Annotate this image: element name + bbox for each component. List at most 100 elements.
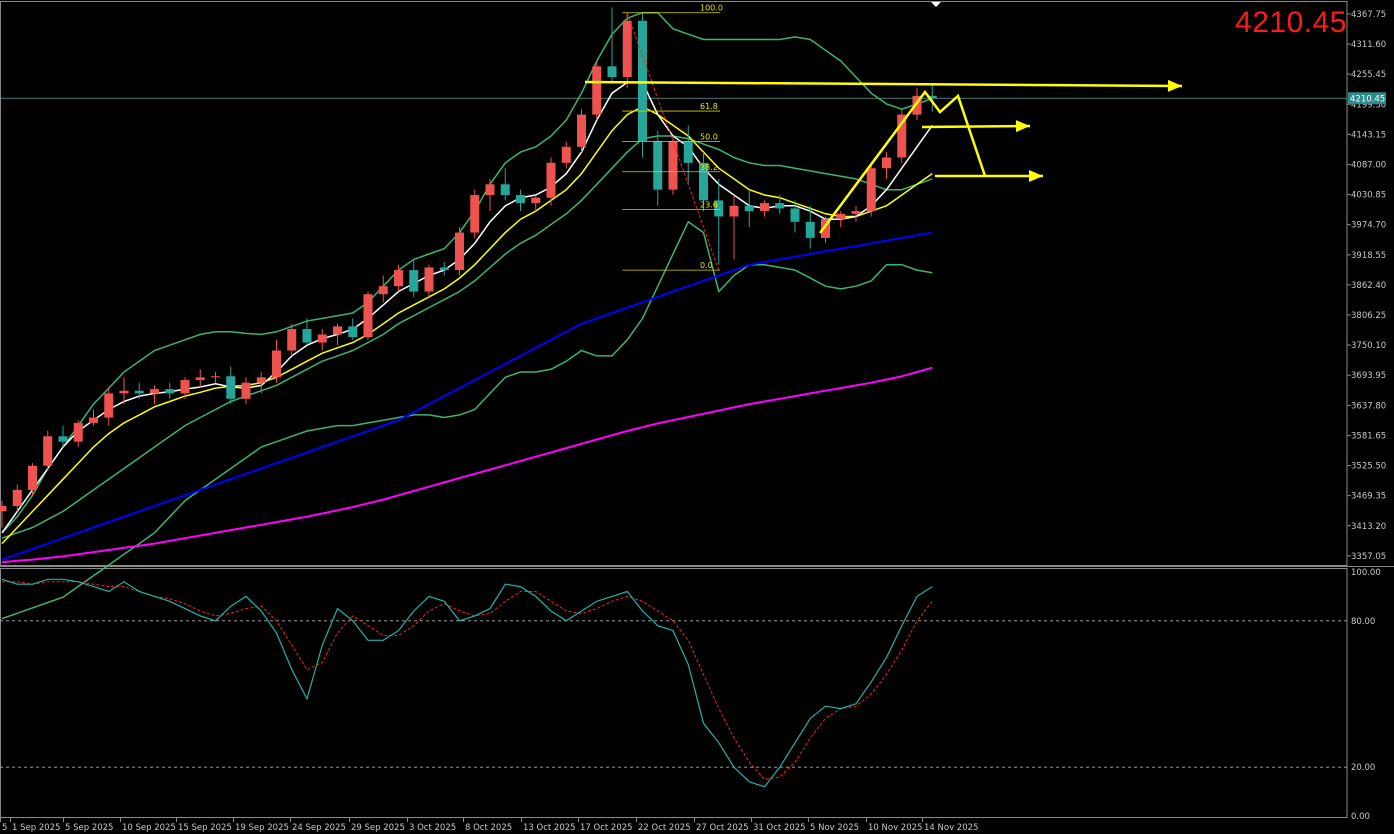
candle-body — [165, 389, 175, 394]
fibonacci-retracement[interactable]: 100.0 61.8 50.0 38.2 23.6 0.0 — [622, 4, 723, 271]
candle-body — [622, 20, 632, 78]
bb-upper-line — [1, 11, 933, 534]
candle-body — [485, 184, 495, 196]
fib-level-label: 61.8 — [700, 102, 718, 111]
ma-slow-line — [1, 231, 933, 561]
candle-body — [760, 203, 769, 212]
candle-body — [866, 168, 876, 212]
price-axis-label: 3918.55 — [1351, 251, 1386, 261]
time-axis-label: 13 Oct 2025 — [523, 823, 576, 833]
candle-body — [500, 184, 510, 196]
candle-body — [531, 197, 541, 204]
candle-body — [455, 232, 464, 271]
candle-body — [561, 146, 571, 163]
candle-body — [470, 195, 480, 233]
candle-body — [638, 20, 647, 142]
candle-body — [134, 390, 144, 394]
candle-body — [668, 141, 678, 190]
candle-body — [927, 95, 937, 99]
time-axis-label: 17 Oct 2025 — [580, 823, 633, 833]
resistance-arrow[interactable] — [584, 80, 1183, 88]
price-axis-label: 3862.40 — [1351, 281, 1386, 291]
candle-body — [378, 286, 388, 295]
fib-level-label: 50.0 — [700, 132, 718, 141]
price-axis-label: 4087.00 — [1351, 160, 1386, 170]
price-axis-label: 3974.70 — [1351, 221, 1386, 231]
moving-averages — [1, 81, 933, 564]
down-triangle-marker-icon — [931, 2, 941, 7]
fib-level-label: 23.6 — [700, 200, 718, 209]
fib-level-label: 0.0 — [700, 261, 713, 270]
arrow-right-icon[interactable] — [1015, 120, 1030, 133]
target-arrow-upper[interactable] — [921, 124, 1031, 129]
price-axis-label: 4367.75 — [1351, 10, 1386, 20]
price-axis-label: 3525.50 — [1351, 462, 1386, 472]
price-axis-label: 4143.15 — [1351, 130, 1386, 140]
candle-body — [226, 376, 236, 399]
candle-body — [317, 334, 327, 343]
time-axis-label: 15 Sep 2025 — [178, 823, 232, 833]
candle-body — [394, 270, 403, 287]
candle-body — [0, 506, 7, 512]
candle-body — [714, 200, 724, 217]
candle-body — [882, 157, 891, 169]
candle-body — [729, 205, 739, 217]
time-axis-label: 19 Sep 2025 — [235, 823, 289, 833]
candle-body — [256, 377, 266, 383]
candle-body — [333, 326, 342, 335]
price-axis-label: 3413.20 — [1351, 522, 1386, 532]
candle-body — [302, 329, 312, 343]
time-axis-label: 22 Oct 2025 — [638, 823, 691, 833]
ma-fast-line — [1, 81, 933, 534]
stoch-main-line — [1, 578, 933, 788]
time-axis-label: 5 Sep 2025 — [65, 823, 113, 833]
candle-body — [211, 376, 220, 378]
fib-level-label: 38.2 — [700, 163, 718, 172]
candle-body — [653, 141, 663, 190]
fib-level-label: 100.0 — [700, 4, 723, 13]
candle-body — [836, 213, 846, 220]
time-axis-label: 5 Nov 2025 — [810, 823, 859, 833]
candle-body — [516, 195, 525, 204]
ma-mid-line — [1, 105, 933, 545]
candle-body — [897, 114, 907, 158]
candle-body — [821, 219, 830, 238]
time-axis-label: 27 Oct 2025 — [696, 823, 749, 833]
stochastic-oscillator — [0, 578, 1347, 788]
time-axis-label: 24 Sep 2025 — [292, 823, 346, 833]
candlestick-series — [0, 7, 937, 528]
time-axis-label: 10 Sep 2025 — [122, 823, 176, 833]
candle-body — [180, 380, 190, 394]
price-axis-label: 4030.85 — [1351, 191, 1386, 201]
candle-body — [546, 162, 556, 198]
price-axis-label: 3469.35 — [1351, 492, 1386, 502]
price-axis-label: 3750.10 — [1351, 341, 1386, 351]
candle-body — [287, 329, 297, 351]
candle-body — [241, 382, 251, 399]
price-axis-label: 3637.80 — [1351, 401, 1386, 411]
candle-body — [89, 417, 98, 423]
candle-body — [805, 221, 815, 238]
time-axis-label: 3 Oct 2025 — [409, 823, 456, 833]
candle-body — [851, 211, 861, 214]
candle-body — [119, 390, 129, 394]
candle-body — [73, 422, 83, 442]
candle-body — [150, 389, 159, 394]
time-axis-label: 5 — [2, 823, 7, 833]
candle-body — [592, 66, 602, 115]
time-axis-label: 29 Sep 2025 — [351, 823, 405, 833]
stoch-panel-frame — [0, 568, 1348, 818]
arrow-right-icon[interactable] — [1029, 170, 1043, 182]
stoch-axis-label: 100.00 — [1351, 568, 1381, 578]
candle-body — [775, 203, 785, 209]
current-price-tag-bg — [1348, 92, 1386, 105]
trend-annotations[interactable] — [584, 79, 1183, 234]
stoch-axis-label: 0.00 — [1351, 812, 1370, 822]
candle-body — [409, 270, 419, 292]
current-price-display: 4210.45 — [1235, 6, 1347, 39]
bb-lower-line — [1, 220, 933, 620]
projected-path[interactable] — [818, 89, 987, 234]
candle-body — [790, 208, 800, 222]
arrow-right-icon[interactable] — [1167, 79, 1182, 92]
